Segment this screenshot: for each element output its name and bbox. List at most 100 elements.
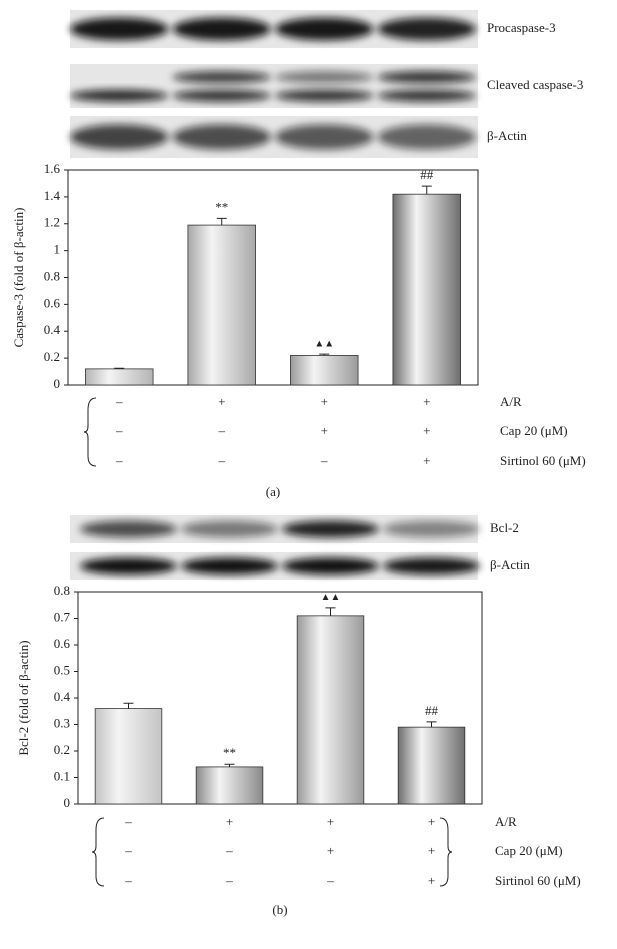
y-tick-label: 0.6 xyxy=(54,636,71,651)
significance-label: ** xyxy=(215,199,228,214)
blot-label: β-Actin xyxy=(487,128,527,143)
bar xyxy=(195,766,264,805)
y-tick-label: 1.2 xyxy=(44,215,60,230)
bracket xyxy=(83,397,97,467)
blot-label: Cleaved caspase-3 xyxy=(487,77,583,92)
treatment-sign: + xyxy=(321,394,328,409)
treatment-sign: – xyxy=(115,453,123,468)
blot-band xyxy=(377,17,476,41)
treatment-sign: + xyxy=(428,814,435,829)
treatment-label: A/R xyxy=(495,814,517,829)
significance-label: ** xyxy=(223,745,236,760)
treatment-sign: + xyxy=(327,814,334,829)
blot-band xyxy=(70,124,169,150)
treatment-sign: – xyxy=(115,394,123,409)
treatment-sign: + xyxy=(327,843,334,858)
blot-label: Procaspase-3 xyxy=(487,20,556,35)
panel-label: (a) xyxy=(266,484,280,499)
treatment-sign: – xyxy=(218,423,226,438)
error-bar xyxy=(426,721,437,728)
bar xyxy=(290,355,359,386)
blot-band xyxy=(172,124,271,150)
y-tick-label: 0 xyxy=(54,376,61,391)
blot-band xyxy=(172,71,271,84)
blot-band xyxy=(275,89,374,102)
treatment-sign: + xyxy=(423,453,430,468)
treatment-sign: + xyxy=(218,394,225,409)
bar xyxy=(94,708,163,805)
y-tick-label: 0.4 xyxy=(44,322,61,337)
y-tick-label: 0.1 xyxy=(54,768,70,783)
blot-band xyxy=(282,520,379,538)
significance-label: ## xyxy=(425,703,439,718)
blot-band xyxy=(80,520,177,538)
y-tick-label: 0.7 xyxy=(54,609,71,624)
treatment-label: Cap 20 (μM) xyxy=(500,423,568,438)
treatment-sign: + xyxy=(321,423,328,438)
error-bar xyxy=(325,607,336,616)
significance-label: ## xyxy=(420,167,434,182)
treatment-label: Cap 20 (μM) xyxy=(495,843,563,858)
blot-label: β-Actin xyxy=(490,557,530,572)
blot-band xyxy=(70,17,169,41)
treatment-sign: – xyxy=(124,843,132,858)
error-bar xyxy=(421,185,432,195)
treatment-sign: + xyxy=(423,394,430,409)
y-axis-label: Caspase-3 (fold of β-actin) xyxy=(11,208,26,348)
y-tick-label: 0 xyxy=(64,795,71,810)
significance-label: ▲▲ xyxy=(314,338,334,349)
blot-band xyxy=(172,89,271,102)
treatment-sign: + xyxy=(423,423,430,438)
treatment-sign: – xyxy=(115,423,123,438)
blot-label: Bcl-2 xyxy=(490,520,519,535)
blot-band xyxy=(181,557,278,575)
treatment-sign: – xyxy=(225,873,233,888)
treatment-sign: + xyxy=(226,814,233,829)
bracket xyxy=(439,817,453,887)
blot-band xyxy=(70,89,169,102)
treatment-sign: – xyxy=(326,873,334,888)
treatment-sign: – xyxy=(124,814,132,829)
blot-band xyxy=(377,89,476,102)
y-tick-label: 1.6 xyxy=(44,161,61,176)
blot-band xyxy=(383,520,480,538)
blot-band xyxy=(275,71,374,84)
error-bar xyxy=(114,367,125,369)
y-tick-label: 0.5 xyxy=(54,662,70,677)
significance-label: ▲▲ xyxy=(321,592,341,603)
blot-band xyxy=(181,520,278,538)
blot-band xyxy=(275,124,374,150)
y-tick-label: 0.4 xyxy=(54,689,71,704)
treatment-label: A/R xyxy=(500,394,522,409)
error-bar xyxy=(224,763,235,767)
blot-band xyxy=(377,124,476,150)
blot-band xyxy=(383,557,480,575)
bracket xyxy=(91,817,105,887)
y-tick-label: 0.2 xyxy=(54,742,70,757)
treatment-sign: – xyxy=(124,873,132,888)
treatment-sign: + xyxy=(428,843,435,858)
y-tick-label: 0.6 xyxy=(44,295,61,310)
bar xyxy=(85,368,154,386)
bar xyxy=(187,224,256,386)
treatment-sign: – xyxy=(320,453,328,468)
error-bar xyxy=(123,702,134,709)
panel-label: (b) xyxy=(272,902,287,917)
bar xyxy=(397,726,466,805)
y-tick-label: 0.2 xyxy=(44,349,60,364)
blot-band xyxy=(275,17,374,41)
y-tick-label: 0.8 xyxy=(54,583,70,598)
treatment-sign: + xyxy=(428,873,435,888)
treatment-sign: – xyxy=(225,843,233,858)
blot-band xyxy=(172,17,271,41)
bar xyxy=(296,615,365,805)
treatment-sign: – xyxy=(218,453,226,468)
treatment-label: Sirtinol 60 (μM) xyxy=(495,873,581,888)
bar xyxy=(392,193,461,386)
error-bar xyxy=(216,217,227,226)
treatment-label: Sirtinol 60 (μM) xyxy=(500,453,586,468)
blot-band xyxy=(377,71,476,84)
blot-band xyxy=(282,557,379,575)
y-tick-label: 1 xyxy=(54,242,61,257)
